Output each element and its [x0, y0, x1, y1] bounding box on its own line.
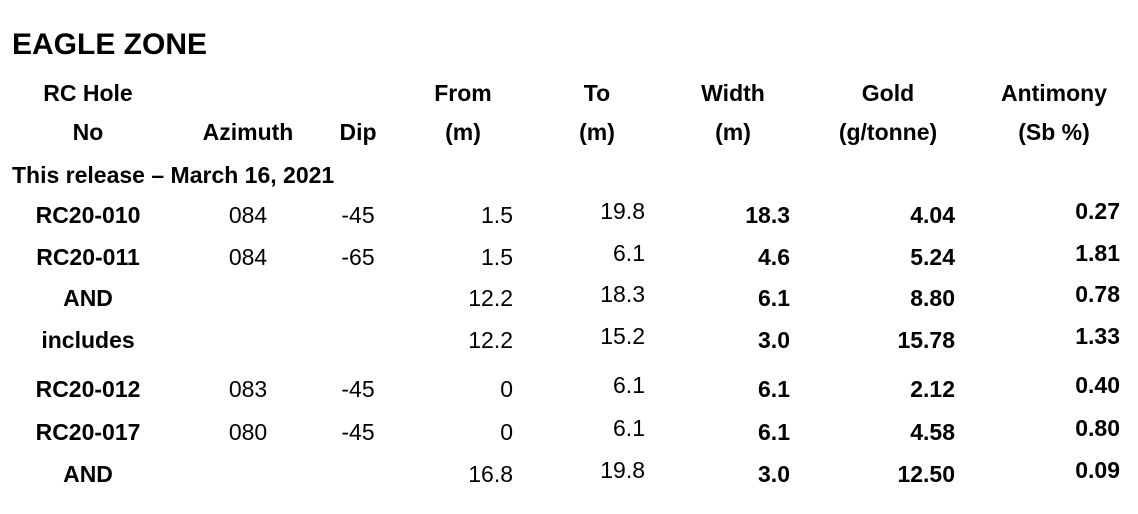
table-cell: RC20-011: [36, 244, 140, 270]
column-header: (m): [579, 119, 615, 145]
table-cell: 1.5: [481, 244, 513, 270]
column-header: Width: [701, 80, 765, 106]
table-cell: 6.1: [758, 376, 790, 402]
table-cell: 3.0: [758, 461, 790, 487]
section-label: This release – March 16, 2021: [12, 162, 334, 188]
column-header: RC Hole: [43, 80, 132, 106]
table-cell: -45: [341, 419, 374, 445]
table-cell: 12.2: [468, 327, 513, 353]
column-header: (Sb %): [1018, 119, 1090, 145]
table-cell: RC20-012: [36, 376, 141, 402]
table-cell: 15.78: [897, 327, 955, 353]
column-header: Gold: [862, 80, 914, 106]
table-cell: 1.33: [1075, 323, 1120, 349]
table-cell: 4.04: [910, 202, 955, 228]
table-cell: 18.3: [600, 281, 645, 307]
column-header: Azimuth: [203, 119, 294, 145]
table-cell: -45: [341, 202, 374, 228]
table-cell: 15.2: [600, 323, 645, 349]
table-cell: 3.0: [758, 327, 790, 353]
table-cell: 1.81: [1075, 240, 1120, 266]
table-cell: 0.78: [1075, 281, 1120, 307]
table-cell: 4.58: [910, 419, 955, 445]
table-cell: 6.1: [613, 240, 645, 266]
column-header: No: [73, 119, 104, 145]
table-cell: includes: [41, 327, 134, 353]
column-header: (g/tonne): [839, 119, 937, 145]
table-cell: 084: [229, 202, 268, 228]
table-cell: 19.8: [600, 198, 645, 224]
table-cell: 6.1: [613, 372, 645, 398]
table-cell: AND: [63, 461, 113, 487]
table-cell: 2.12: [910, 376, 955, 402]
table-cell: 4.6: [758, 244, 790, 270]
table-cell: 6.1: [613, 415, 645, 441]
column-header: Antimony: [1001, 80, 1107, 106]
table-cell: AND: [63, 285, 113, 311]
table-cell: 0.09: [1075, 457, 1120, 483]
table-cell: 19.8: [600, 457, 645, 483]
table-cell: 16.8: [468, 461, 513, 487]
table-cell: RC20-010: [36, 202, 141, 228]
table-cell: 5.24: [910, 244, 955, 270]
table-cell: 18.3: [745, 202, 790, 228]
table-cell: 12.2: [468, 285, 513, 311]
column-header: Dip: [339, 119, 376, 145]
table-cell: 6.1: [758, 419, 790, 445]
table-cell: -65: [341, 244, 374, 270]
table-cell: 0.27: [1075, 198, 1120, 224]
column-header: (m): [445, 119, 481, 145]
table-cell: -45: [341, 376, 374, 402]
table-cell: 0: [500, 419, 513, 445]
table-cell: 083: [229, 376, 267, 402]
table-cell: 1.5: [481, 202, 513, 228]
table-cell: RC20-017: [36, 419, 141, 445]
table-cell: 0.40: [1075, 372, 1120, 398]
table-cell: 084: [229, 244, 268, 270]
table-cell: 0.80: [1075, 415, 1120, 441]
table-cell: 6.1: [758, 285, 790, 311]
table-cell: 12.50: [897, 461, 955, 487]
table-cell: 8.80: [910, 285, 955, 311]
title: EAGLE ZONE: [12, 28, 207, 61]
column-header: To: [584, 80, 610, 106]
table-cell: 080: [229, 419, 267, 445]
column-header: From: [434, 80, 492, 106]
table-cell: 0: [500, 376, 513, 402]
column-header: (m): [715, 119, 751, 145]
